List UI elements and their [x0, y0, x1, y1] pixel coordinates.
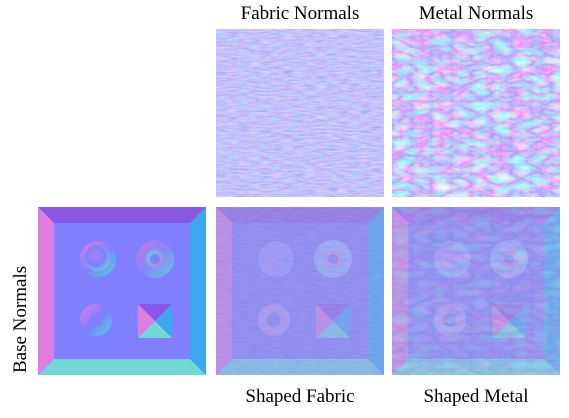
bottom-label-shaped-metal: Shaped Metal: [423, 386, 529, 407]
metal-normals-image: [392, 29, 560, 197]
column-label-metal-normals: Metal Normals: [418, 3, 534, 24]
base-normals-image: [38, 207, 206, 375]
column-label-fabric-normals: Fabric Normals: [240, 3, 360, 24]
shaped-fabric-image: [216, 207, 384, 375]
row-label-base-normals: Base Normals: [10, 265, 31, 373]
fabric-normals-image: [216, 29, 384, 197]
shaped-metal-image: [392, 207, 560, 375]
bottom-label-shaped-fabric: Shaped Fabric: [245, 386, 355, 407]
